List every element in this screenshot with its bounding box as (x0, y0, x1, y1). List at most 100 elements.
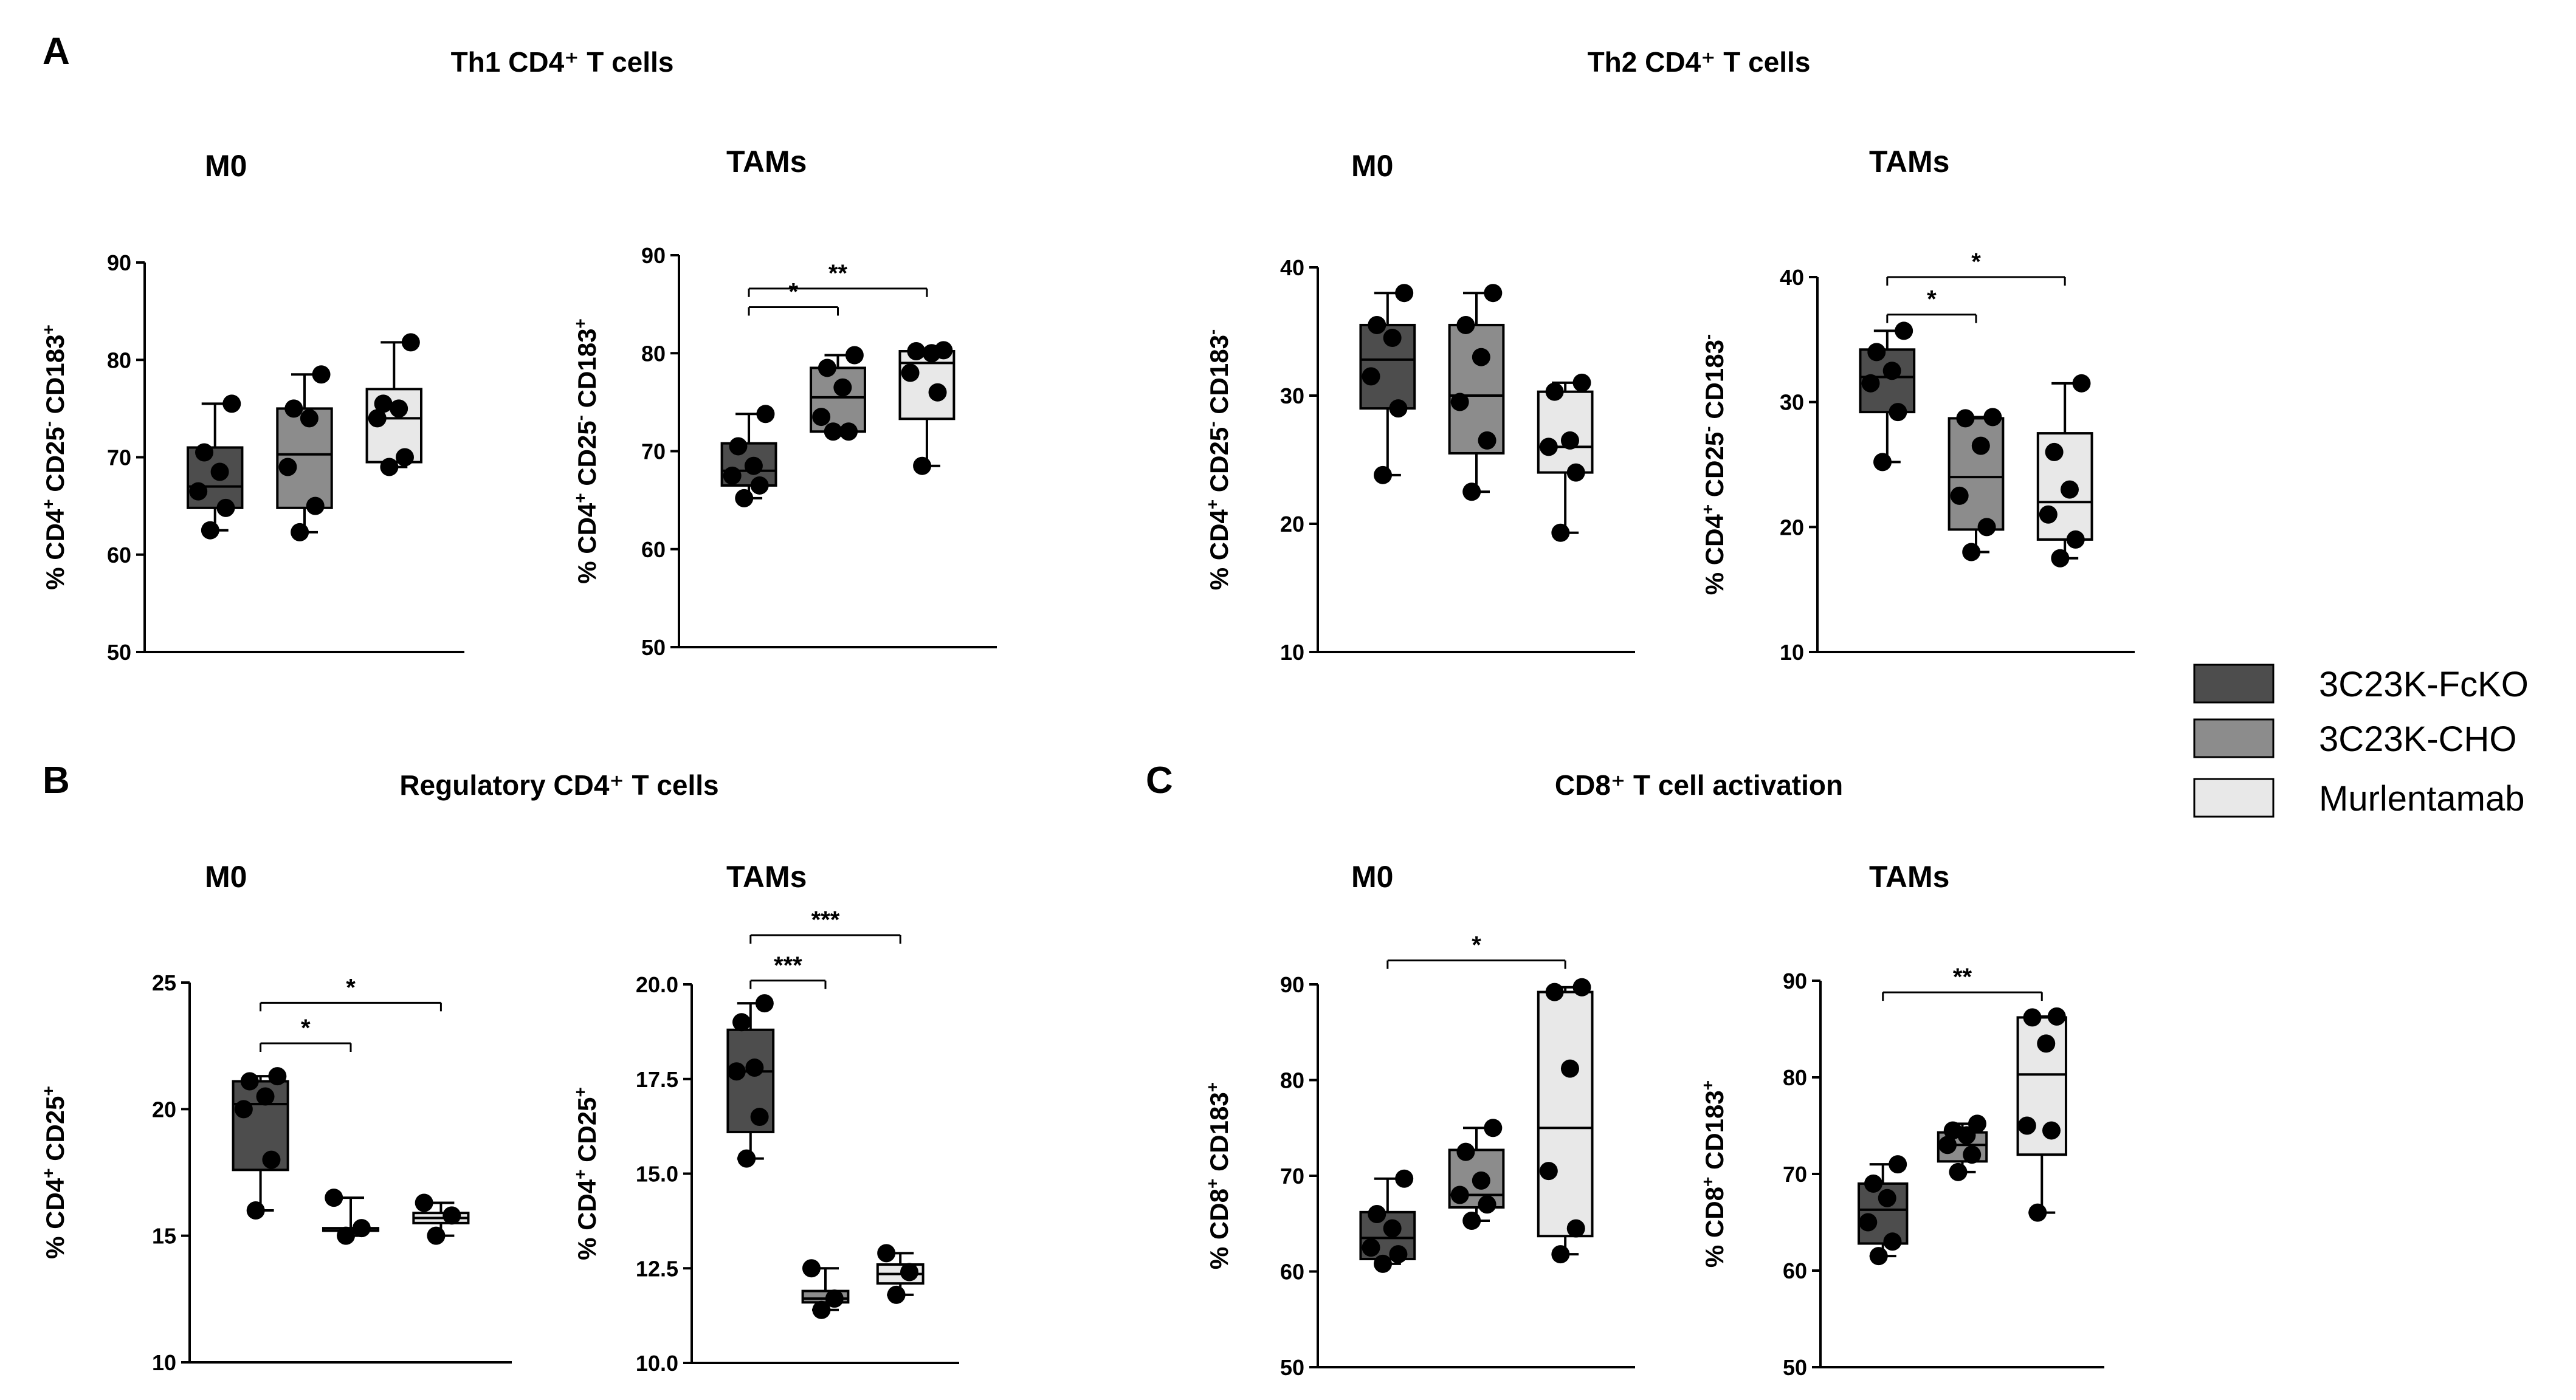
significance-label: ** (828, 260, 848, 287)
y-axis-label-part: % CD4 (573, 503, 601, 584)
data-point (2060, 480, 2079, 499)
y-tick-label: 30 (1780, 390, 1804, 415)
data-point (1551, 523, 1570, 542)
data-point (401, 333, 420, 352)
y-tick-label: 40 (1780, 265, 1804, 290)
data-point (2066, 530, 2085, 549)
section-title-cd8: CD8⁺ T cell activation (1555, 769, 1843, 801)
box-1 (276, 365, 333, 541)
section-title-treg: Regulatory CD4⁺ T cells (399, 769, 718, 801)
data-point (732, 1013, 751, 1032)
y-axis-label-part: + (1203, 1082, 1222, 1092)
data-point (887, 1285, 906, 1304)
subplot-title: TAMs (1869, 860, 1949, 894)
box-iqr (898, 350, 956, 420)
y-tick-label: 20 (152, 1097, 176, 1122)
data-point (352, 1219, 371, 1238)
data-point (2042, 1121, 2061, 1140)
y-axis-label: % CD4+ CD25- CD183+ (571, 318, 601, 584)
box-2 (898, 341, 956, 475)
data-point (1389, 399, 1408, 418)
data-point (913, 456, 932, 475)
y-tick-label: 10.0 (636, 1351, 678, 1376)
y-tick-label: 60 (1280, 1260, 1304, 1285)
y-axis-label-part: + (39, 324, 58, 334)
data-point (2047, 1007, 2066, 1026)
y-tick-label: 15 (152, 1224, 176, 1249)
data-point (222, 394, 241, 413)
box-iqr (1448, 323, 1505, 455)
y-axis-label: % CD4+ CD25- CD183+ (39, 324, 69, 590)
y-tick-label: 80 (1280, 1068, 1304, 1093)
data-point (1450, 1186, 1469, 1204)
box-2 (1537, 373, 1594, 542)
data-point (1566, 1219, 1585, 1238)
y-tick-label: 70 (1280, 1164, 1304, 1189)
subplot-title: M0 (1351, 149, 1393, 183)
y-axis-label-part: + (571, 1087, 590, 1097)
data-point (1869, 1247, 1888, 1266)
data-point (1472, 1171, 1490, 1190)
y-axis-label-part: - (1203, 329, 1222, 335)
y-axis-label-part: + (1203, 499, 1222, 509)
data-point (1859, 1213, 1878, 1232)
data-point (1977, 518, 1996, 537)
y-axis-label-part: CD183 (1700, 340, 1729, 426)
box-iqr (1537, 990, 1594, 1238)
data-point (802, 1259, 821, 1278)
box-iqr (1947, 417, 2005, 531)
y-tick-label: 10 (1780, 640, 1804, 665)
box-2 (412, 1193, 470, 1245)
significance-bracket: * (260, 974, 442, 1012)
data-point (1551, 1245, 1570, 1264)
significance-bracket: * (1886, 249, 2066, 286)
data-point (291, 523, 309, 541)
y-tick-label: 60 (1783, 1258, 1807, 1283)
subplot-title: M0 (205, 149, 247, 183)
y-tick-label: 80 (1783, 1065, 1807, 1090)
data-point (928, 383, 947, 402)
data-point (278, 458, 297, 476)
section-title-th2: Th2 CD4⁺ T cells (1588, 46, 1811, 78)
y-axis-label-part: % CD4 (41, 509, 69, 590)
panel-letter-c: C (1146, 760, 1173, 801)
box-iqr (726, 1028, 775, 1133)
box-0 (1359, 284, 1416, 484)
data-point (427, 1226, 446, 1245)
y-axis-label-part: CD183 (41, 335, 69, 421)
y-tick-label: 15.0 (636, 1162, 678, 1187)
significance-bracket: * (1886, 286, 1977, 323)
y-axis-label-part: CD25 (573, 1097, 601, 1169)
box-1 (1947, 408, 2005, 561)
data-point (1572, 373, 1591, 392)
y-axis-label-part: + (39, 499, 58, 509)
significance-label: * (1971, 249, 1981, 275)
y-axis-label-part: CD25 (1700, 432, 1729, 504)
y-axis-label-part: CD183 (1700, 1090, 1729, 1176)
data-point (1566, 463, 1585, 482)
y-axis-label-part: CD183 (1205, 335, 1233, 421)
y-tick-label: 17.5 (636, 1067, 678, 1092)
y-axis-label: % CD4+ CD25+ (39, 1086, 69, 1259)
y-tick-label: 70 (1783, 1162, 1807, 1187)
data-point (1472, 348, 1490, 366)
y-axis-label-part: - (39, 421, 58, 427)
y-tick-label: 12.5 (636, 1256, 678, 1281)
box-0 (232, 1067, 289, 1220)
significance-label: * (301, 1015, 311, 1041)
y-tick-label: 90 (1783, 969, 1807, 993)
data-point (812, 1300, 831, 1319)
y-tick-label: 80 (107, 348, 131, 372)
y-axis-label-part: CD25 (41, 1096, 69, 1168)
box-1 (801, 1259, 850, 1319)
data-point (727, 1062, 746, 1081)
data-point (934, 341, 953, 360)
subplot-title: M0 (1351, 860, 1393, 894)
data-point (750, 1108, 769, 1127)
box-2 (365, 333, 422, 476)
data-point (1484, 284, 1503, 303)
y-tick-label: 60 (107, 543, 131, 568)
